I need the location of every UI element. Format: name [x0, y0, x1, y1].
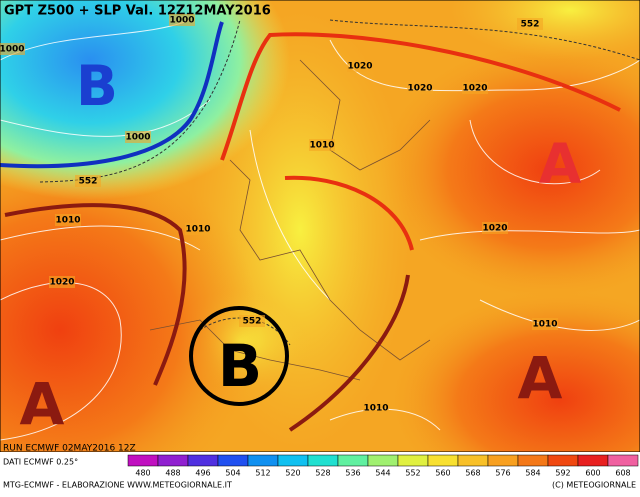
colorbar-tick: 608 — [615, 469, 630, 478]
field — [450, 0, 640, 60]
label-bg — [363, 402, 389, 414]
label-bg — [309, 139, 335, 151]
colorbar-swatch — [367, 454, 399, 467]
colorbar-tick: 512 — [255, 469, 270, 478]
trough-axis — [0, 21, 224, 169]
colorbar-swatch — [337, 454, 369, 467]
isobar-label: 552 — [79, 177, 98, 187]
isobar-label: 1020 — [462, 84, 487, 94]
colorbar-tick: 536 — [345, 469, 360, 478]
colorbar-swatch — [547, 454, 579, 467]
colorbar-tick: 584 — [525, 469, 540, 478]
map-title: GPT Z500 + SLP Val. 12Z12MAY2016 — [4, 4, 271, 19]
credit: (C) METEOGIORNALE — [552, 481, 636, 490]
isobar-label: 1010 — [309, 141, 334, 151]
colorbar-swatch — [247, 454, 279, 467]
colorbar-tick: 504 — [225, 469, 240, 478]
isobar-label: 1000 — [169, 16, 194, 26]
colorbar-swatch — [487, 454, 519, 467]
isobar-label: 1000 — [0, 45, 25, 55]
label-bg — [185, 223, 211, 235]
label-bg — [347, 60, 373, 72]
colorbar-tick: 576 — [495, 469, 510, 478]
colorbar-tick: 592 — [555, 469, 570, 478]
colorbar-tick: 520 — [285, 469, 300, 478]
label-bg — [517, 18, 543, 30]
colorbar-swatch — [157, 454, 189, 467]
isobar-label: 1020 — [347, 62, 372, 72]
colorbar-tick: 544 — [375, 469, 390, 478]
run-info: RUN ECMWF 02MAY2016 12Z — [3, 444, 136, 454]
colorbar-tick: 600 — [585, 469, 600, 478]
field — [0, 0, 290, 200]
label-bg — [0, 43, 25, 55]
pressure-center: B — [218, 332, 262, 400]
isobar-label: 1010 — [55, 216, 80, 226]
colorbar-tick: 528 — [315, 469, 330, 478]
credit: MTG-ECMWF - ELABORAZIONE WWW.METEOGIORNA… — [3, 481, 232, 490]
label-bg — [49, 276, 75, 288]
label-bg — [125, 131, 151, 143]
colorbar-swatch — [517, 454, 549, 467]
colorbar-tick: 496 — [195, 469, 210, 478]
isobar-label: 552 — [521, 20, 540, 30]
isobar-label: 552 — [243, 317, 262, 327]
low-marker — [189, 306, 289, 406]
colorbar-tick: 552 — [405, 469, 420, 478]
label-bg — [75, 175, 101, 187]
label-bg — [407, 82, 433, 94]
colorbar-swatch — [607, 454, 639, 467]
isobar-label: 1010 — [185, 225, 210, 235]
label-bg — [239, 315, 265, 327]
colorbar-swatch — [577, 454, 609, 467]
isobar-label: 1020 — [482, 224, 507, 234]
label-bg — [532, 318, 558, 330]
label-bg — [169, 14, 195, 26]
isobar-label: 1020 — [49, 278, 74, 288]
coastlines — [149, 59, 431, 381]
colorbar-tick: 568 — [465, 469, 480, 478]
pressure-center: A — [518, 344, 563, 412]
colorbar-swatch — [187, 454, 219, 467]
trough-axis — [288, 274, 410, 432]
label-bg — [462, 82, 488, 94]
pressure-center: A — [539, 132, 582, 196]
colorbar-swatch — [277, 454, 309, 467]
colorbar-tick: 480 — [135, 469, 150, 478]
colorbar-tick: 488 — [165, 469, 180, 478]
field — [390, 290, 640, 497]
colorbar-swatch — [397, 454, 429, 467]
data-source: DATI ECMWF 0.25° — [3, 458, 78, 467]
colorbar-swatch — [307, 454, 339, 467]
isobar-label: 1010 — [363, 404, 388, 414]
label-bg — [55, 214, 81, 226]
colorbar-swatch — [217, 454, 249, 467]
ridge-axis — [220, 32, 621, 161]
colorbar-swatch — [457, 454, 489, 467]
colorbar-tick: 560 — [435, 469, 450, 478]
pressure-center: A — [20, 370, 65, 438]
trough-axis — [4, 203, 187, 386]
isobar-label: 1010 — [532, 320, 557, 330]
ridge-axis — [284, 175, 414, 251]
colorbar-swatch — [127, 454, 159, 467]
colorbar-swatch — [427, 454, 459, 467]
pressure-center: B — [76, 54, 118, 118]
isobar-label: 1020 — [407, 84, 432, 94]
isobar-label: 1000 — [125, 133, 150, 143]
label-bg — [482, 222, 508, 234]
